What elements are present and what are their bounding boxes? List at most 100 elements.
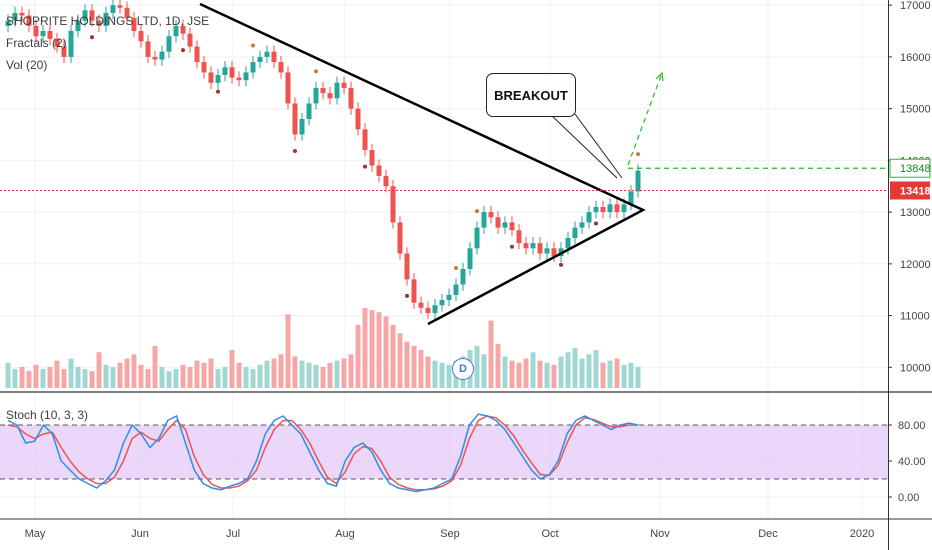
volume-bar	[537, 360, 543, 388]
breakout-callout[interactable]: BREAKOUT	[486, 73, 576, 117]
candle-body	[544, 248, 550, 254]
volume-bar	[327, 362, 333, 388]
volume-bar	[145, 369, 151, 388]
volume-bar	[614, 358, 620, 388]
volume-bar	[89, 371, 95, 388]
volume-bar	[131, 354, 137, 388]
candle-body	[131, 18, 137, 32]
candle-body	[306, 103, 312, 119]
volume-bar	[439, 362, 445, 388]
fractals-legend: Fractals (2)	[6, 36, 67, 50]
volume-bar	[446, 364, 452, 388]
dividend-marker[interactable]: D	[452, 358, 474, 380]
volume-bar	[257, 364, 263, 388]
candle-body	[229, 67, 235, 78]
candle-body	[607, 204, 613, 213]
candle-body	[404, 253, 410, 280]
candle-body	[488, 212, 494, 218]
candle-body	[82, 10, 88, 21]
volume-bar	[481, 354, 487, 388]
candle-body	[299, 118, 305, 135]
target-price-label: 13848	[900, 163, 931, 175]
candle-body	[278, 62, 284, 73]
candle-body	[495, 217, 501, 228]
candle-body	[285, 72, 291, 104]
volume-bar	[488, 320, 494, 388]
candle-body	[621, 204, 627, 213]
candle-body	[117, 5, 123, 8]
candle-body	[327, 93, 333, 99]
candle-body	[572, 227, 578, 238]
volume-bar	[138, 364, 144, 388]
candle-body	[201, 62, 207, 73]
volume-bar	[117, 362, 123, 388]
fractal-down-mark	[181, 48, 185, 53]
volume-bar	[334, 360, 340, 388]
candle-body	[96, 20, 102, 26]
volume-bar	[509, 360, 515, 388]
volume-bar	[110, 366, 116, 388]
candle-body	[215, 75, 221, 83]
volume-bar	[628, 362, 634, 388]
volume-bar	[152, 345, 158, 388]
candle-body	[159, 51, 165, 60]
volume-bar	[397, 333, 403, 388]
candle-body	[243, 72, 249, 81]
stoch-tick-label: 40.00	[898, 456, 926, 468]
candle-body	[313, 87, 319, 104]
volume-bar	[390, 324, 396, 388]
candle-body	[187, 33, 193, 47]
fractal-down-mark	[559, 262, 563, 267]
volume-bar	[68, 358, 74, 388]
volume-bar	[82, 369, 88, 388]
target-price-tag	[889, 158, 931, 178]
volume-bar	[180, 364, 186, 388]
volume-bar	[495, 343, 501, 388]
candle-body	[271, 51, 277, 63]
candle-body	[348, 87, 354, 109]
candle-body	[467, 248, 473, 270]
volume-bar	[530, 352, 536, 388]
price-candles	[5, 0, 641, 320]
volume-bar	[285, 314, 291, 388]
volume-bar	[26, 371, 32, 388]
candle-body	[124, 7, 130, 19]
candle-body	[341, 82, 347, 88]
volume-bar	[306, 362, 312, 388]
volume-bar	[411, 345, 417, 388]
fractal-down-mark	[216, 89, 220, 94]
candle-body	[250, 62, 256, 73]
volume-bar	[502, 356, 508, 388]
fractal-down-mark	[293, 149, 297, 154]
time-tick-label: Sep	[440, 528, 460, 540]
volume-bar	[54, 360, 60, 388]
volume-bar	[236, 362, 242, 388]
candle-body	[12, 12, 18, 21]
volume-bar	[250, 369, 256, 388]
candle-body	[481, 212, 487, 228]
volume-bar	[61, 369, 67, 388]
candle-body	[460, 269, 466, 285]
volume-bar	[404, 341, 410, 388]
fractal-up-mark	[636, 152, 640, 157]
candle-body	[390, 186, 396, 223]
volume-bar	[320, 366, 326, 388]
candle-body	[5, 20, 11, 26]
candle-body	[61, 46, 67, 57]
volume-bar	[383, 316, 389, 388]
candle-body	[369, 150, 375, 166]
time-tick-label: Jun	[131, 528, 149, 540]
volume-bar	[215, 369, 221, 388]
candle-body	[194, 46, 200, 63]
volume-bar	[166, 371, 172, 388]
volume-bars	[5, 308, 641, 388]
volume-bar	[229, 350, 235, 388]
price-tick-label: 10000	[900, 362, 931, 374]
volume-bar	[355, 324, 361, 388]
volume-bar	[271, 358, 277, 388]
volume-legend: Vol (20)	[6, 58, 48, 72]
candle-body	[397, 222, 403, 254]
volume-bar	[523, 358, 529, 388]
volume-bar	[47, 366, 53, 388]
